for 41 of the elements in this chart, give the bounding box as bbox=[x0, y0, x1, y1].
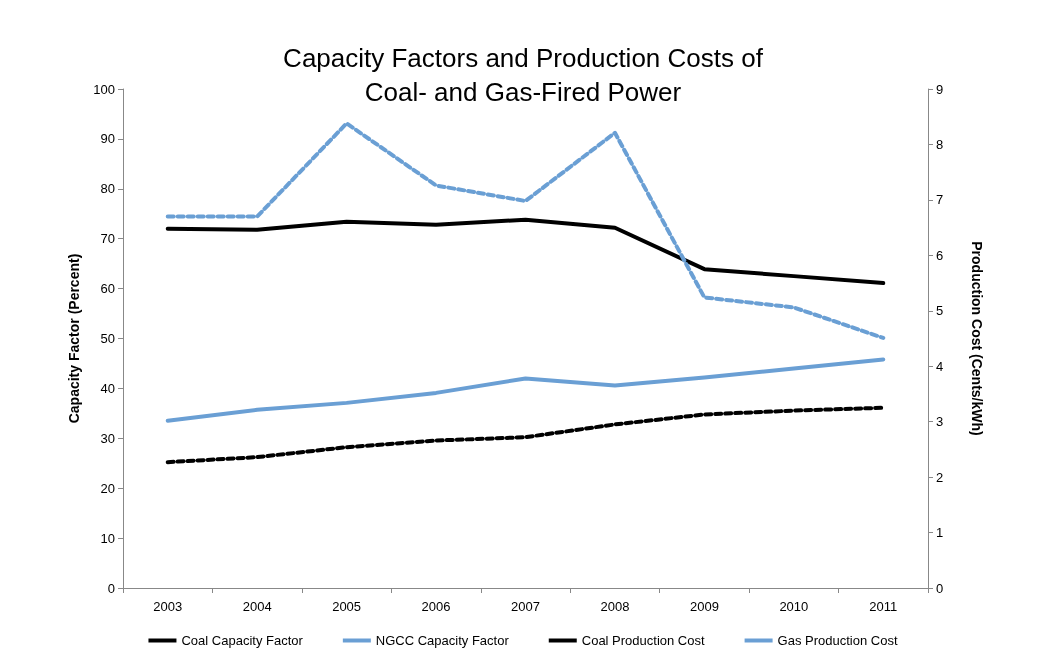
chart-title: Capacity Factors and Production Costs of Coal- and Gas-Fired Power bbox=[283, 43, 764, 107]
x-tick-label: 2011 bbox=[869, 599, 898, 614]
x-tick-label: 2009 bbox=[689, 599, 719, 614]
y-tick-label: 0 bbox=[107, 580, 115, 596]
y2-tick-label: 7 bbox=[936, 192, 944, 208]
x-tick-label: 2004 bbox=[242, 599, 272, 614]
y2-tick-label: 8 bbox=[936, 136, 944, 152]
y-tick-label: 100 bbox=[93, 81, 115, 97]
line-series bbox=[165, 217, 886, 286]
line-series bbox=[165, 405, 886, 465]
y-tick-label: 70 bbox=[100, 231, 115, 247]
y2-tick-label: 6 bbox=[936, 247, 944, 263]
y2-tick-label: 4 bbox=[936, 358, 944, 374]
y-axis-title: Capacity Factor (Percent) bbox=[66, 253, 82, 424]
x-tick-label: 2008 bbox=[600, 599, 630, 614]
y-tick-label: 40 bbox=[100, 380, 115, 396]
y2-tick-label: 0 bbox=[936, 580, 944, 596]
line-series bbox=[165, 357, 886, 423]
x-tick-label: 2005 bbox=[332, 599, 362, 614]
y-tick-label: 50 bbox=[100, 331, 115, 346]
x-tick-label: 2007 bbox=[511, 599, 540, 614]
y2-tick-label: 9 bbox=[936, 81, 944, 97]
y2-tick-label: 3 bbox=[936, 414, 944, 430]
legend-label: Coal Capacity Factor bbox=[181, 633, 304, 648]
y-tick-label: 80 bbox=[100, 181, 115, 197]
y-tick-label: 20 bbox=[100, 480, 115, 496]
x-tick-label: 2010 bbox=[779, 599, 809, 614]
legend-label: Coal Production Cost bbox=[581, 633, 705, 648]
y2-tick-label: 5 bbox=[936, 303, 944, 319]
y2-axis-title: Production Cost (Cents/kWh) bbox=[969, 241, 985, 436]
legend-label: Gas Production Cost bbox=[777, 633, 898, 648]
y-tick-label: 90 bbox=[100, 131, 115, 147]
y2-tick-label: 2 bbox=[936, 469, 944, 485]
y-tick-label: 30 bbox=[100, 430, 115, 446]
x-tick-label: 2006 bbox=[421, 599, 451, 614]
y-tick-label: 10 bbox=[100, 530, 115, 546]
x-tick-label: 2003 bbox=[153, 599, 183, 614]
y2-tick-label: 1 bbox=[936, 525, 944, 541]
legend-label: NGCC Capacity Factor bbox=[375, 633, 510, 648]
y-tick-label: 60 bbox=[100, 281, 115, 297]
line-series bbox=[165, 121, 886, 340]
